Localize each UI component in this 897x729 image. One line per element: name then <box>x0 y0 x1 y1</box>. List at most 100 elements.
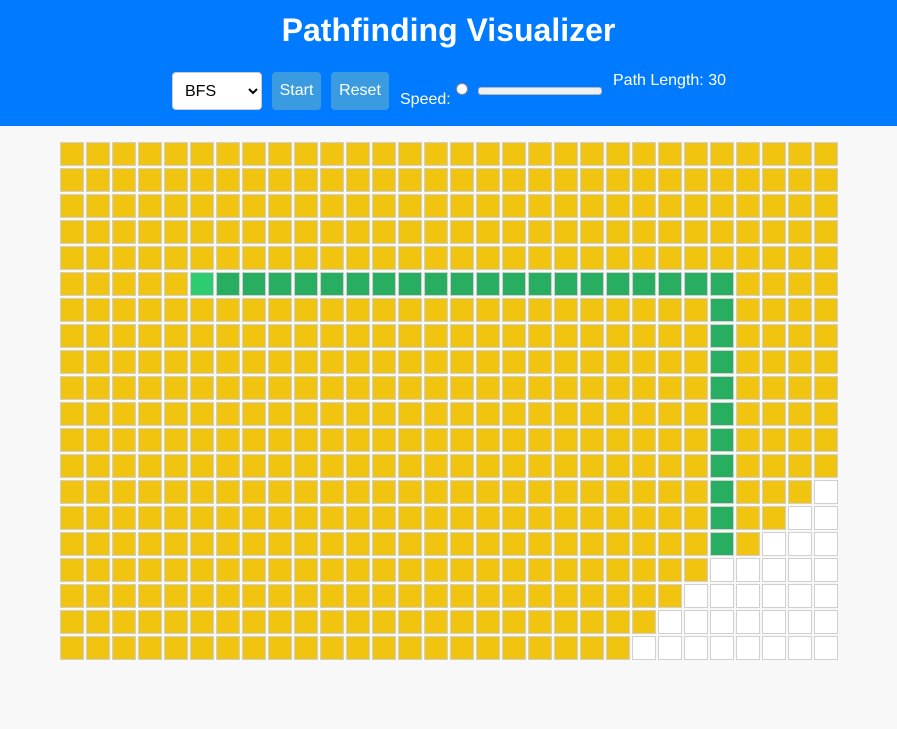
grid-cell-visited[interactable] <box>736 272 760 296</box>
grid-cell-visited[interactable] <box>138 298 162 322</box>
grid-cell-visited[interactable] <box>424 194 448 218</box>
grid-cell-visited[interactable] <box>788 402 812 426</box>
grid-cell-visited[interactable] <box>476 376 500 400</box>
grid-cell-visited[interactable] <box>60 558 84 582</box>
grid-cell-visited[interactable] <box>164 272 188 296</box>
grid-cell-visited[interactable] <box>554 350 578 374</box>
grid-cell-visited[interactable] <box>424 168 448 192</box>
grid-cell-visited[interactable] <box>268 454 292 478</box>
grid-cell-visited[interactable] <box>320 402 344 426</box>
grid-cell-visited[interactable] <box>762 506 786 530</box>
grid-cell-visited[interactable] <box>398 428 422 452</box>
grid-cell-visited[interactable] <box>788 220 812 244</box>
grid-cell-path[interactable] <box>476 272 500 296</box>
grid-cell-visited[interactable] <box>580 402 604 426</box>
grid-cell-visited[interactable] <box>632 454 656 478</box>
grid-cell-visited[interactable] <box>476 142 500 166</box>
grid-cell-unvisited[interactable] <box>762 584 786 608</box>
grid-cell-visited[interactable] <box>320 142 344 166</box>
grid-cell-visited[interactable] <box>294 350 318 374</box>
grid-cell-visited[interactable] <box>398 246 422 270</box>
grid-cell-visited[interactable] <box>242 402 266 426</box>
grid-cell-unvisited[interactable] <box>684 636 708 660</box>
grid-cell-visited[interactable] <box>242 532 266 556</box>
grid-cell-visited[interactable] <box>138 532 162 556</box>
grid-cell-visited[interactable] <box>138 246 162 270</box>
grid-cell-visited[interactable] <box>294 428 318 452</box>
grid-cell-visited[interactable] <box>580 506 604 530</box>
grid-cell-unvisited[interactable] <box>814 532 838 556</box>
grid-cell-visited[interactable] <box>658 402 682 426</box>
grid-cell-visited[interactable] <box>242 584 266 608</box>
grid-cell-visited[interactable] <box>320 454 344 478</box>
grid-cell-visited[interactable] <box>216 480 240 504</box>
grid-cell-visited[interactable] <box>242 428 266 452</box>
grid-cell-visited[interactable] <box>190 142 214 166</box>
grid-cell-visited[interactable] <box>372 168 396 192</box>
grid-cell-visited[interactable] <box>632 610 656 634</box>
grid-cell-visited[interactable] <box>346 584 370 608</box>
grid-cell-visited[interactable] <box>814 350 838 374</box>
grid-cell-visited[interactable] <box>164 350 188 374</box>
grid-cell-visited[interactable] <box>528 454 552 478</box>
grid-cell-visited[interactable] <box>164 324 188 348</box>
grid-cell-visited[interactable] <box>658 428 682 452</box>
grid-cell-visited[interactable] <box>580 454 604 478</box>
grid-cell-visited[interactable] <box>138 584 162 608</box>
grid-cell-visited[interactable] <box>658 558 682 582</box>
grid-cell-visited[interactable] <box>138 402 162 426</box>
grid-cell-visited[interactable] <box>424 350 448 374</box>
grid-cell-visited[interactable] <box>242 324 266 348</box>
grid-cell-visited[interactable] <box>658 480 682 504</box>
grid-cell-visited[interactable] <box>814 298 838 322</box>
grid-cell-visited[interactable] <box>60 298 84 322</box>
grid-cell-visited[interactable] <box>606 610 630 634</box>
grid-cell-visited[interactable] <box>112 376 136 400</box>
grid-cell-visited[interactable] <box>684 454 708 478</box>
grid-cell-visited[interactable] <box>450 506 474 530</box>
grid-cell-visited[interactable] <box>60 532 84 556</box>
grid-cell-visited[interactable] <box>372 506 396 530</box>
grid-cell-visited[interactable] <box>502 246 526 270</box>
grid-cell-visited[interactable] <box>658 298 682 322</box>
grid-cell-visited[interactable] <box>606 480 630 504</box>
grid-cell-visited[interactable] <box>112 532 136 556</box>
grid-cell-visited[interactable] <box>632 428 656 452</box>
grid-cell-visited[interactable] <box>190 350 214 374</box>
grid-cell-visited[interactable] <box>736 194 760 218</box>
grid-cell-visited[interactable] <box>762 246 786 270</box>
grid-cell-visited[interactable] <box>190 168 214 192</box>
grid-cell-visited[interactable] <box>554 636 578 660</box>
grid-cell-unvisited[interactable] <box>788 610 812 634</box>
grid-cell-visited[interactable] <box>606 558 630 582</box>
grid-cell-visited[interactable] <box>658 246 682 270</box>
grid-cell-visited[interactable] <box>424 324 448 348</box>
grid-cell-visited[interactable] <box>216 324 240 348</box>
grid-cell-visited[interactable] <box>346 428 370 452</box>
grid-cell-visited[interactable] <box>762 142 786 166</box>
grid-cell-visited[interactable] <box>502 532 526 556</box>
grid-cell-unvisited[interactable] <box>814 506 838 530</box>
grid-cell-visited[interactable] <box>450 142 474 166</box>
grid-cell-visited[interactable] <box>216 168 240 192</box>
grid-cell-visited[interactable] <box>450 220 474 244</box>
grid-cell-visited[interactable] <box>476 610 500 634</box>
grid-cell-visited[interactable] <box>294 532 318 556</box>
grid-cell-visited[interactable] <box>86 350 110 374</box>
grid-cell-visited[interactable] <box>242 506 266 530</box>
grid-cell-visited[interactable] <box>190 428 214 452</box>
grid-cell-visited[interactable] <box>502 220 526 244</box>
grid-cell-visited[interactable] <box>606 350 630 374</box>
grid-cell-visited[interactable] <box>476 480 500 504</box>
grid-cell-visited[interactable] <box>86 532 110 556</box>
grid-cell-visited[interactable] <box>528 324 552 348</box>
grid-cell-visited[interactable] <box>606 402 630 426</box>
grid-cell-visited[interactable] <box>112 298 136 322</box>
grid-cell-visited[interactable] <box>684 220 708 244</box>
grid-cell-path[interactable] <box>710 454 734 478</box>
grid-cell-visited[interactable] <box>528 350 552 374</box>
grid-cell-visited[interactable] <box>320 298 344 322</box>
grid-cell-visited[interactable] <box>346 220 370 244</box>
grid-cell-visited[interactable] <box>294 402 318 426</box>
grid-cell-visited[interactable] <box>398 532 422 556</box>
